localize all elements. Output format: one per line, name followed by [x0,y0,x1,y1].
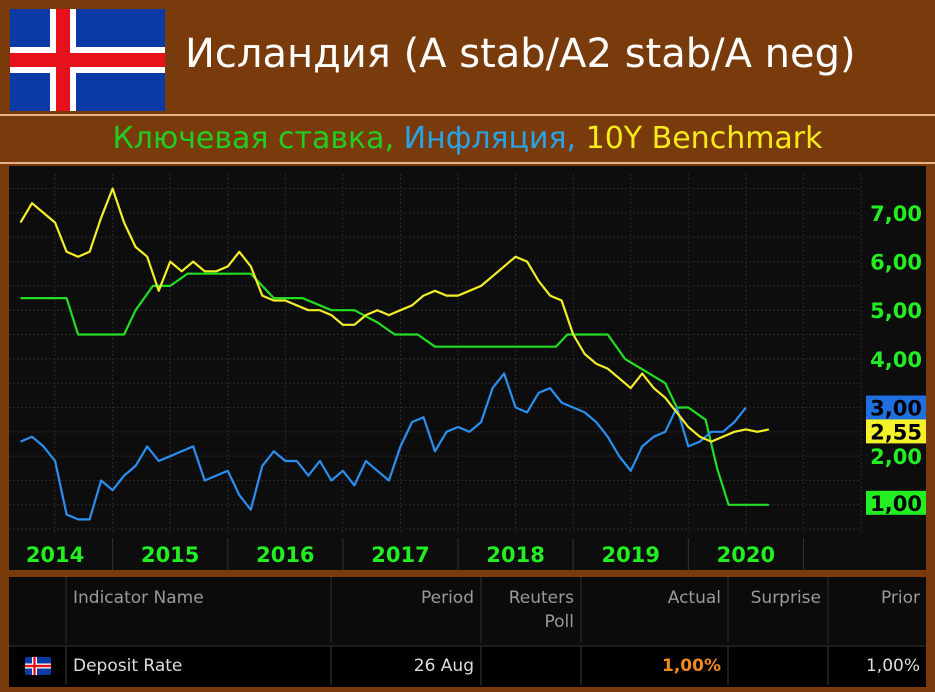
last-value-benchmark: 2,55 [870,420,922,444]
series-line-inflation [20,372,747,521]
row-icon-cell [9,647,67,685]
last-value-key-rate: 1,00 [870,492,922,516]
subtitle-key-rate: Ключевая ставка, [112,121,404,156]
y-tick-label: 7,00 [870,202,922,226]
row-actual: 1,00% [582,647,729,685]
header-reuters-poll: Reuters Poll [482,577,582,643]
row-surprise [729,647,829,685]
header-surprise: Surprise [729,577,829,643]
header-icon-col [9,577,67,643]
y-tick-label: 6,00 [870,251,922,275]
subtitle-benchmark: 10Y Benchmark [585,121,823,156]
x-axis-strip [9,538,926,570]
row-reuters-poll [482,647,582,685]
header-period: Period [332,577,482,643]
row-prior: 1,00% [865,656,920,676]
last-value-benchmark-bg [866,419,926,444]
chart-canvas: 2014 2015 2016 2017 2018 2019 2020 2,00 3,00 4,00… [9,174,926,570]
x-tick-label: 2016 [256,543,314,567]
last-value-key-rate-bg [866,490,926,515]
x-tick-label: 2014 [26,543,84,567]
page-title: Исландия (A stab/A2 stab/A neg) [185,31,856,77]
x-tick-label: 2019 [602,543,660,567]
subtitle-inflation: Инфляция, [403,121,586,156]
last-value-inflation: 3,00 [870,397,922,421]
header-actual: Actual [582,577,729,643]
line-chart: 2014 2015 2016 2017 2018 2019 2020 2,00 3,00 4,00… [9,166,926,570]
x-tick-label: 2017 [371,543,429,567]
y-tick-label: 5,00 [870,299,922,323]
y-tick-label: 4,00 [870,348,922,372]
iceland-flag-icon [25,657,51,675]
x-tick-label: 2020 [717,543,775,567]
header-prior: Prior [880,588,920,608]
row-period: 26 Aug [332,647,482,685]
header-poll-line2: Poll [544,612,575,632]
iceland-flag-icon [10,9,165,111]
x-tick-label: 2015 [141,543,199,567]
header-poll-line1: Reuters [508,588,574,608]
last-value-inflation-bg [866,395,926,420]
indicator-table: Indicator Name Period Reuters Poll Actua… [9,577,926,687]
x-tick-label: 2018 [486,543,544,567]
header-indicator-name: Indicator Name [67,577,332,643]
series-line-key-rate [20,272,769,506]
y-tick-label: 2,00 [870,445,922,469]
series-line-benchmark [19,187,770,443]
header: Исландия (A stab/A2 stab/A neg) [0,0,935,112]
table-row[interactable] [9,645,926,687]
row-indicator-name: Deposit Rate [67,647,332,685]
chart-subtitle: Ключевая ставка, Инфляция, 10Y Benchmark [0,114,935,164]
